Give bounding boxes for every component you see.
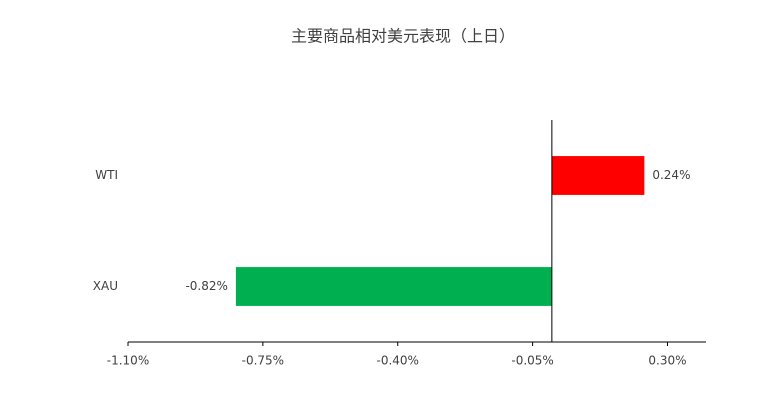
bar <box>551 156 645 195</box>
x-tick-label: 0.30% <box>648 354 686 368</box>
x-tick-label: -0.40% <box>377 354 419 368</box>
bar <box>235 267 552 306</box>
x-tick-label: -1.10% <box>107 354 149 368</box>
x-tick-label: -0.75% <box>242 354 284 368</box>
value-label: -0.82% <box>185 279 227 293</box>
y-tick-label: WTI <box>95 168 118 182</box>
value-label: 0.24% <box>652 168 690 182</box>
x-tick-label: -0.05% <box>511 354 553 368</box>
y-tick-label: XAU <box>93 279 118 293</box>
chart-title: 主要商品相对美元表现（上日） <box>291 27 515 46</box>
